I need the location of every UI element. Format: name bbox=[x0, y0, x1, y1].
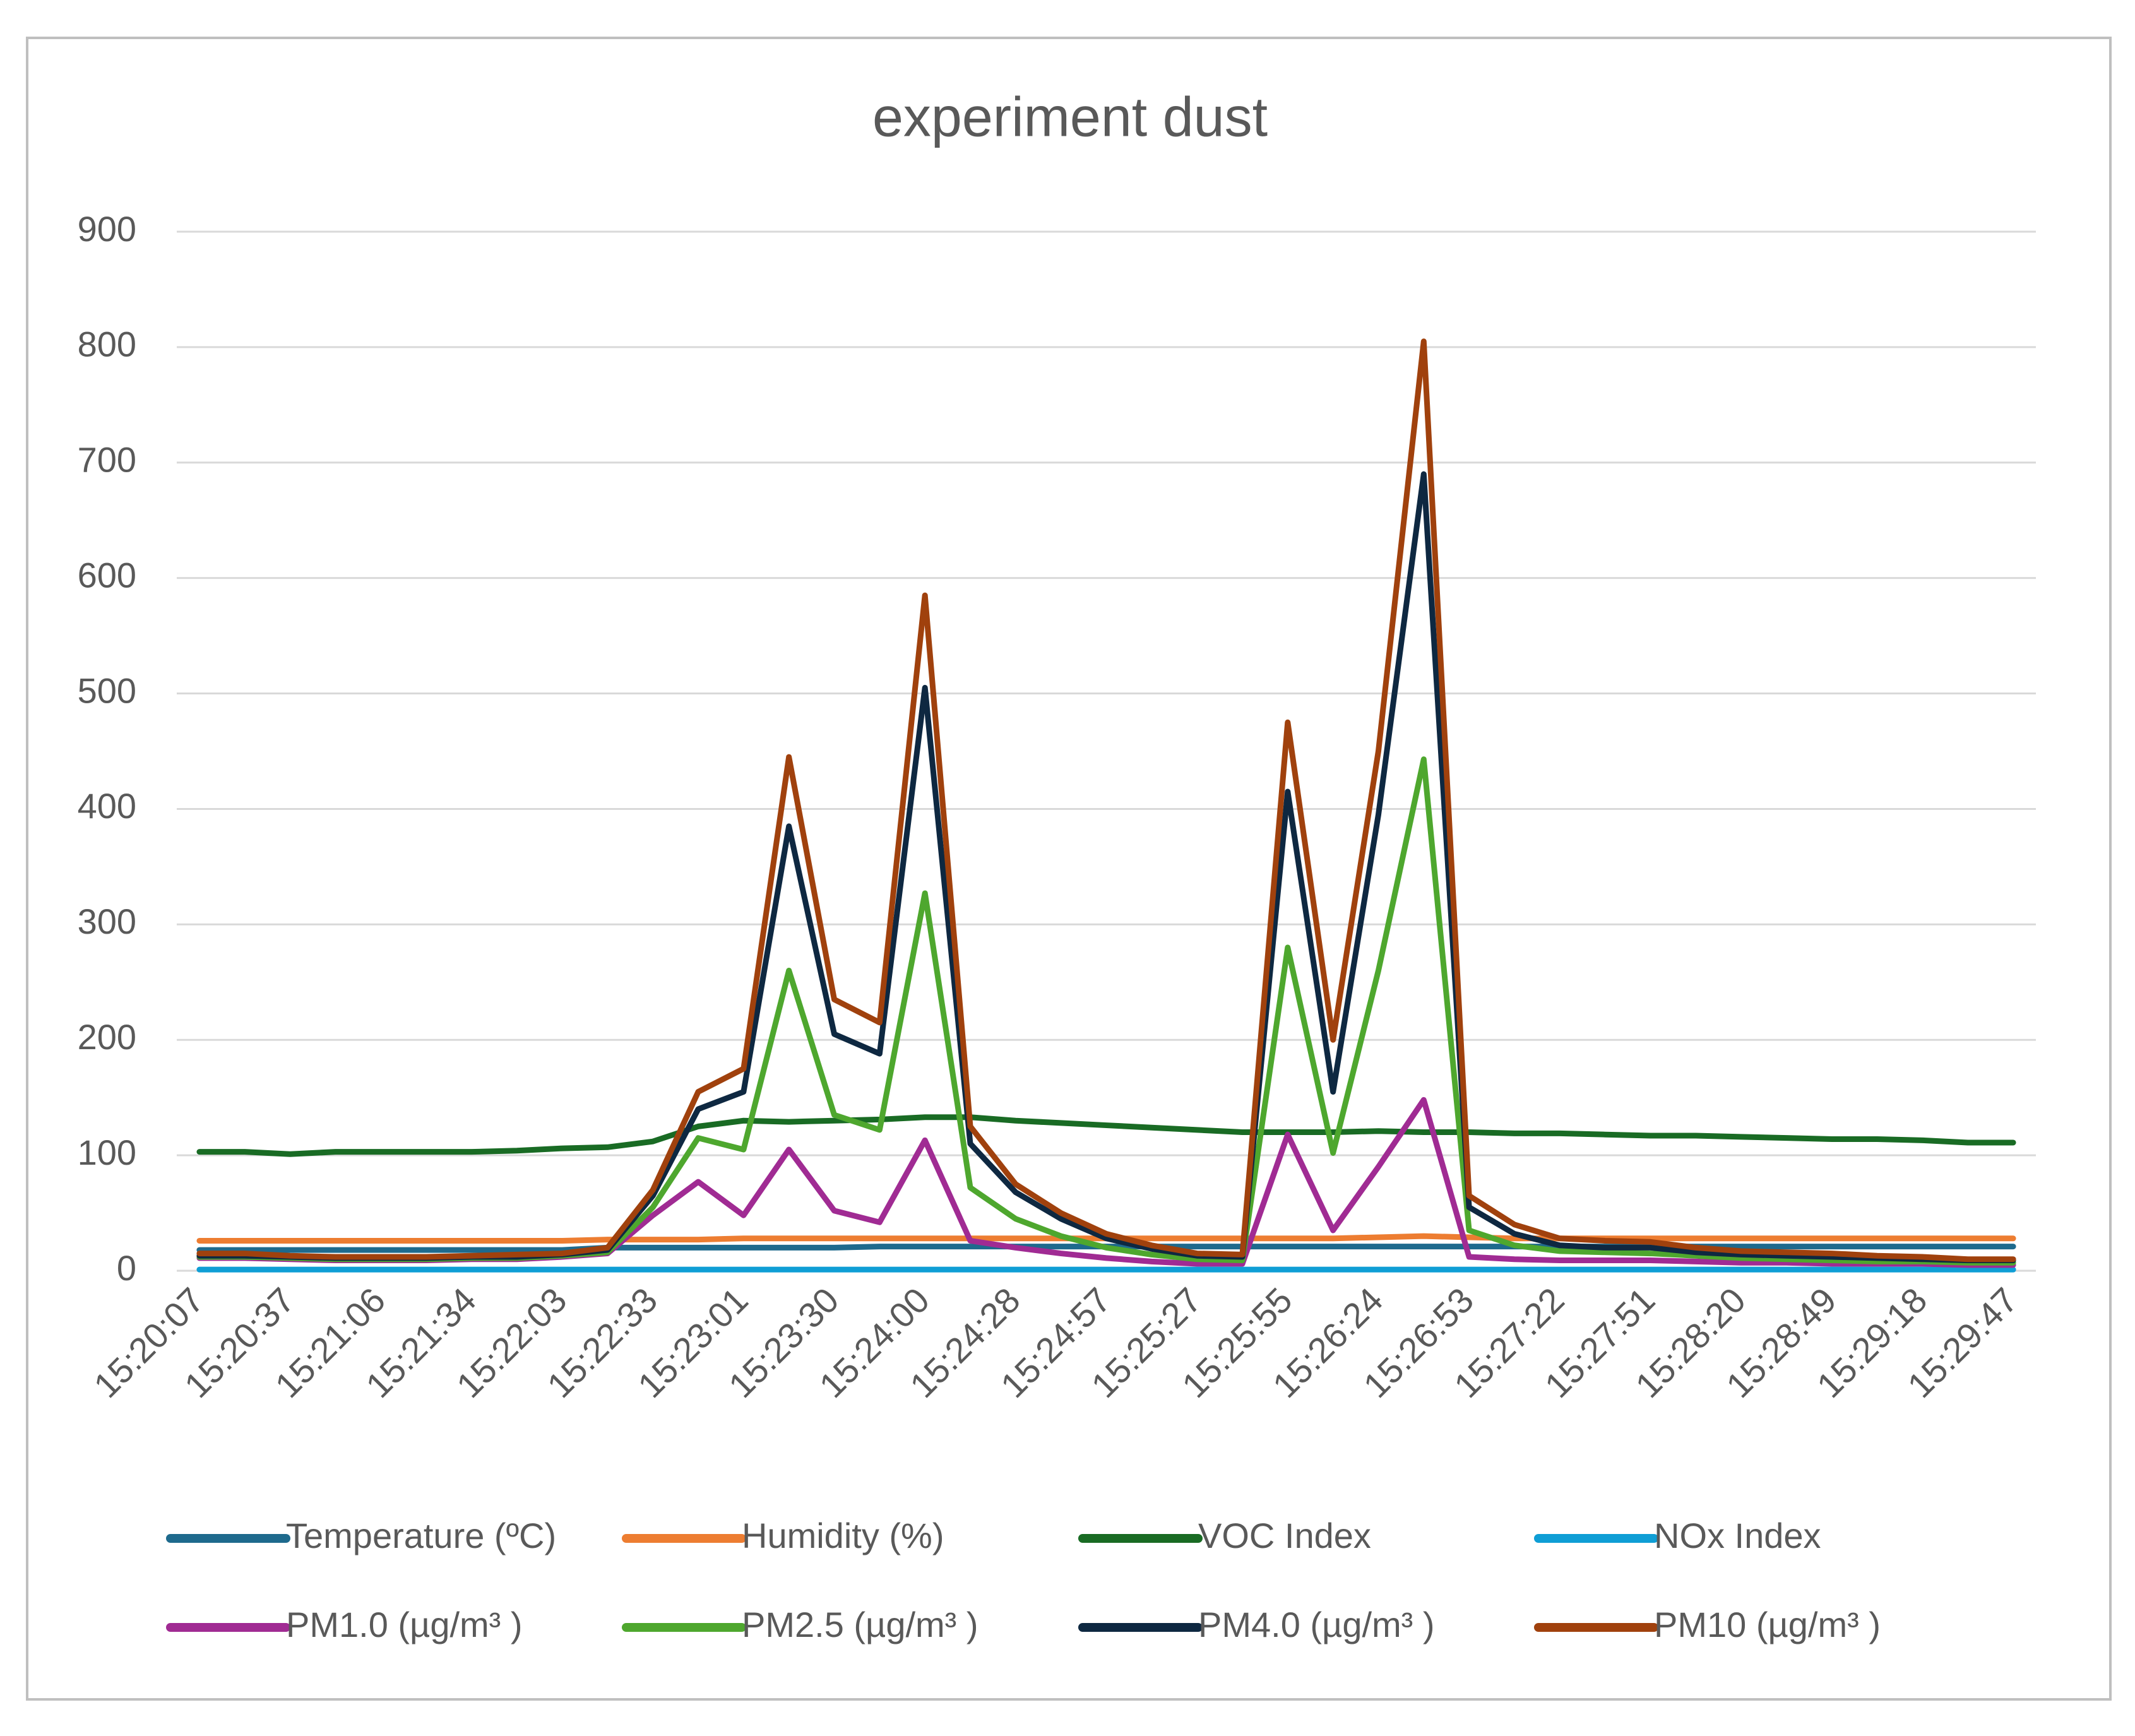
series-line bbox=[196, 338, 2016, 1263]
legend-label: NOx Index bbox=[1654, 1516, 1821, 1555]
legend-label: PM2.5 (µg/m³ ) bbox=[742, 1605, 978, 1644]
legend-label: Temperature (ºC) bbox=[286, 1516, 556, 1555]
y-tick-label: 600 bbox=[78, 555, 136, 595]
series-line bbox=[196, 1114, 2016, 1157]
y-tick-label: 300 bbox=[78, 901, 136, 941]
y-tick-label: 700 bbox=[78, 440, 136, 480]
legend-label: Humidity (%) bbox=[742, 1516, 944, 1555]
y-tick-label: 800 bbox=[78, 324, 136, 364]
y-tick-label: 500 bbox=[78, 670, 136, 710]
legend-label: VOC Index bbox=[1198, 1516, 1371, 1555]
chart-border bbox=[26, 37, 2112, 1701]
legend-label: PM1.0 (µg/m³ ) bbox=[286, 1605, 523, 1644]
y-tick-label: 100 bbox=[78, 1133, 136, 1172]
legend-label: PM10 (µg/m³ ) bbox=[1654, 1605, 1881, 1644]
y-tick-label: 400 bbox=[78, 786, 136, 826]
y-tick-label: 0 bbox=[117, 1248, 136, 1288]
chart-title: experiment dust bbox=[872, 85, 1268, 148]
y-tick-label: 200 bbox=[78, 1017, 136, 1057]
legend-label: PM4.0 (µg/m³ ) bbox=[1198, 1605, 1435, 1644]
y-tick-label: 900 bbox=[78, 209, 136, 249]
